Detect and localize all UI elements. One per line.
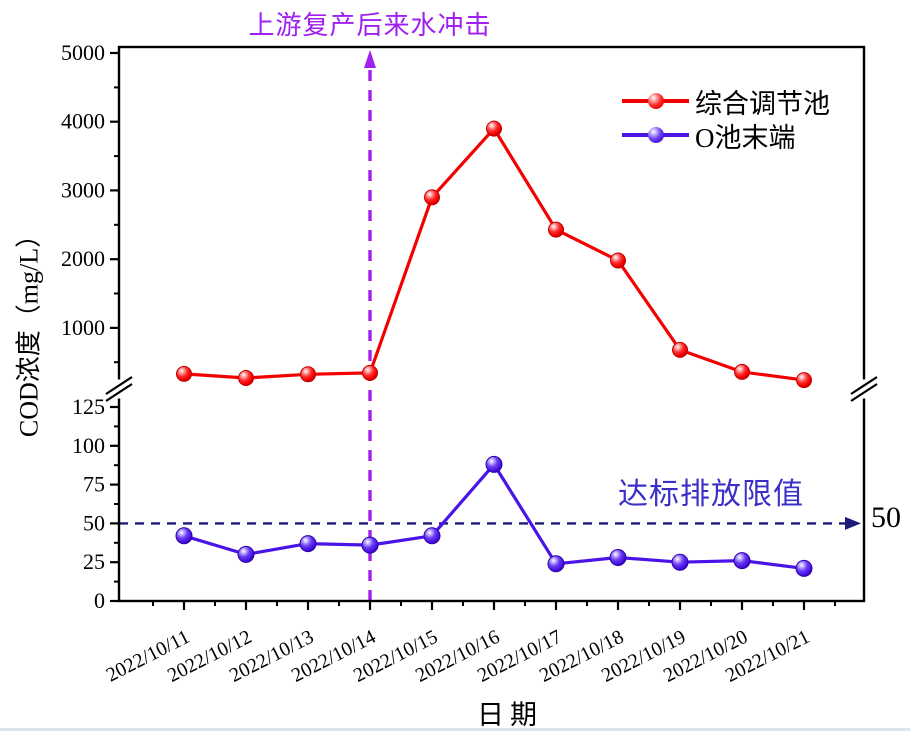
discharge-limit-label: 达标排放限值 <box>618 478 804 511</box>
series-red-line <box>176 120 812 389</box>
svg-text:5000: 5000 <box>61 40 105 65</box>
legend-item-o-pool: O池末端 <box>622 118 830 153</box>
limit-value-50: 50 <box>871 501 901 534</box>
axis-border <box>117 45 866 603</box>
svg-text:3000: 3000 <box>61 177 105 202</box>
legend-item-regulating-pool: 综合调节池 <box>622 84 830 119</box>
y-axis-title: COD浓度（mg/L） <box>14 221 44 438</box>
event-dashed-line <box>364 50 376 601</box>
svg-text:2000: 2000 <box>61 246 105 271</box>
legend-label-o-pool: O池末端 <box>695 122 796 153</box>
svg-text:100: 100 <box>72 433 105 458</box>
event-annotation-label: 上游复产后来水冲击 <box>248 11 492 40</box>
legend-line-blue <box>622 126 689 143</box>
window-bottom-edge <box>0 728 910 731</box>
legend-line-red <box>622 92 689 109</box>
svg-text:4000: 4000 <box>61 109 105 134</box>
svg-text:1000: 1000 <box>61 315 105 340</box>
legend-label-regulating-pool: 综合调节池 <box>695 88 830 119</box>
break-marks <box>105 376 878 402</box>
svg-text:50: 50 <box>83 510 105 535</box>
x-axis-ticks: 2022/10/112022/10/122022/10/132022/10/14… <box>103 601 836 687</box>
limit-dashed-line <box>119 516 861 530</box>
x-axis-title: 日期 <box>477 700 543 730</box>
legend-marker-blue-dot <box>647 126 664 143</box>
svg-text:75: 75 <box>83 472 105 497</box>
legend-marker-red-dot <box>647 92 664 109</box>
legend: 综合调节池 O池末端 <box>622 84 830 153</box>
svg-text:125: 125 <box>72 394 105 419</box>
y-axis-ticks: 1000 2000 3000 4000 5000 0 25 50 75 100 125 <box>61 40 119 613</box>
svg-text:25: 25 <box>83 549 105 574</box>
series-blue-line <box>175 455 813 577</box>
svg-text:0: 0 <box>94 588 105 613</box>
